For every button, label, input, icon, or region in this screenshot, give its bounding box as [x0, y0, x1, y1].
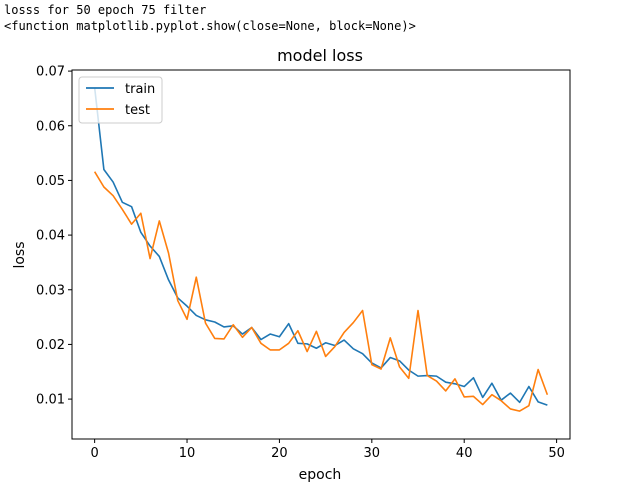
console-line-function: <function matplotlib.pyplot.show(close=N…	[4, 19, 416, 33]
series-line-train	[93, 87, 548, 406]
y-tick-label: 0.03	[36, 283, 65, 298]
legend-label-test: test	[125, 103, 150, 118]
x-tick-label: 40	[456, 446, 473, 461]
plot-axes: 0 10 20 30 40 50 0.01 0.02 0.03 0.04 0.05 0.06 0.07	[36, 65, 571, 461]
series-lines	[93, 87, 549, 412]
y-axis-label: loss	[12, 241, 28, 268]
y-tick-label: 0.05	[36, 174, 65, 189]
chart-title: model loss	[277, 46, 363, 65]
y-tick-label: 0.02	[36, 338, 65, 353]
x-tick-label: 30	[364, 446, 381, 461]
x-axis-label: epoch	[299, 467, 342, 483]
series-line-test	[93, 171, 549, 412]
y-tick-label: 0.01	[36, 393, 65, 408]
legend: train test	[78, 76, 163, 124]
x-tick-label: 0	[90, 446, 98, 461]
x-tick-label: 50	[548, 446, 565, 461]
console-output: losss for 50 epoch 75 filter <function ma…	[4, 2, 416, 34]
x-tick-label: 10	[179, 446, 196, 461]
y-tick-label: 0.04	[36, 229, 65, 244]
x-tick-label: 20	[271, 446, 288, 461]
legend-label-train: train	[125, 82, 155, 97]
plot-frame	[71, 69, 571, 440]
y-tick-label: 0.06	[36, 119, 65, 134]
console-line-title: losss for 50 epoch 75 filter	[4, 3, 207, 17]
y-tick-label: 0.07	[36, 65, 65, 80]
